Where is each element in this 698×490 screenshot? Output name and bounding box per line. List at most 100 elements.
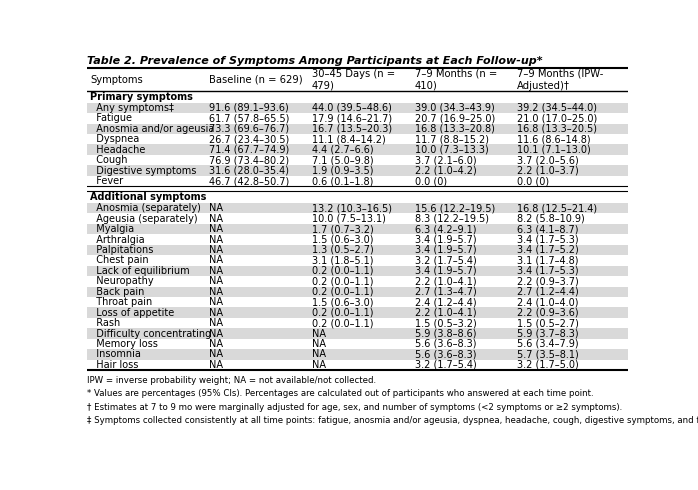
Text: Throat pain: Throat pain <box>90 297 152 307</box>
Bar <box>412 297 514 307</box>
Bar <box>309 266 412 276</box>
Text: NA: NA <box>209 360 223 370</box>
Text: * Values are percentages (95% CIs). Percentages are calculated out of participan: * Values are percentages (95% CIs). Perc… <box>87 390 594 398</box>
Text: 17.9 (14.6–21.7): 17.9 (14.6–21.7) <box>312 113 392 123</box>
Bar <box>87 68 207 91</box>
Text: NA: NA <box>209 308 223 318</box>
Text: 13.2 (10.3–16.5): 13.2 (10.3–16.5) <box>312 203 392 213</box>
Text: 1.9 (0.9–3.5): 1.9 (0.9–3.5) <box>312 166 373 175</box>
Text: 39.0 (34.3–43.9): 39.0 (34.3–43.9) <box>415 103 494 113</box>
Bar <box>514 307 628 318</box>
Bar <box>207 91 309 103</box>
Bar <box>514 339 628 349</box>
Text: 1.5 (0.5–2.7): 1.5 (0.5–2.7) <box>517 318 579 328</box>
Text: 6.3 (4.1–8.7): 6.3 (4.1–8.7) <box>517 224 579 234</box>
Bar <box>207 349 309 360</box>
Bar <box>207 328 309 339</box>
Text: 6.3 (4.2–9.1): 6.3 (4.2–9.1) <box>415 224 476 234</box>
Bar <box>207 339 309 349</box>
Bar <box>514 234 628 245</box>
Bar <box>514 155 628 165</box>
Bar <box>207 360 309 370</box>
Text: 2.4 (1.2–4.4): 2.4 (1.2–4.4) <box>415 297 476 307</box>
Bar <box>87 287 207 297</box>
Text: NA: NA <box>209 224 223 234</box>
Bar <box>87 123 207 134</box>
Text: Primary symptoms: Primary symptoms <box>90 92 193 102</box>
Bar <box>87 328 207 339</box>
Text: 3.4 (1.7–5.3): 3.4 (1.7–5.3) <box>517 266 579 276</box>
Text: NA: NA <box>312 339 326 349</box>
Bar <box>514 123 628 134</box>
Text: 5.6 (3.6–8.3): 5.6 (3.6–8.3) <box>415 339 476 349</box>
Text: Dyspnea: Dyspnea <box>90 134 139 144</box>
Text: 2.4 (1.0–4.0): 2.4 (1.0–4.0) <box>517 297 579 307</box>
Bar <box>207 307 309 318</box>
Text: Fever: Fever <box>90 176 123 186</box>
Bar <box>309 214 412 224</box>
Bar <box>412 176 514 186</box>
Bar <box>207 203 309 214</box>
Text: 3.4 (1.9–5.7): 3.4 (1.9–5.7) <box>415 235 476 245</box>
Text: NA: NA <box>209 266 223 276</box>
Bar <box>412 91 514 103</box>
Text: 8.3 (12.2–19.5): 8.3 (12.2–19.5) <box>415 214 489 223</box>
Text: NA: NA <box>312 349 326 359</box>
Text: NA: NA <box>209 349 223 359</box>
Bar <box>412 103 514 113</box>
Bar <box>412 224 514 234</box>
Text: 5.6 (3.4–7.9): 5.6 (3.4–7.9) <box>517 339 579 349</box>
Bar <box>207 155 309 165</box>
Text: 5.7 (3.5–8.1): 5.7 (3.5–8.1) <box>517 349 579 359</box>
Bar <box>87 318 207 328</box>
Text: NA: NA <box>209 276 223 286</box>
Text: 0.2 (0.0–1.1): 0.2 (0.0–1.1) <box>312 266 373 276</box>
Bar <box>309 328 412 339</box>
Text: 0.2 (0.0–1.1): 0.2 (0.0–1.1) <box>312 287 373 297</box>
Bar <box>412 255 514 266</box>
Bar <box>207 287 309 297</box>
Text: 2.7 (1.3–4.7): 2.7 (1.3–4.7) <box>415 287 476 297</box>
Bar <box>87 224 207 234</box>
Text: 8.2 (5.8–10.9): 8.2 (5.8–10.9) <box>517 214 585 223</box>
Bar <box>514 214 628 224</box>
Text: 76.9 (73.4–80.2): 76.9 (73.4–80.2) <box>209 155 289 165</box>
Text: 2.2 (1.0–4.1): 2.2 (1.0–4.1) <box>415 308 476 318</box>
Bar <box>514 134 628 145</box>
Text: 1.5 (0.5–3.2): 1.5 (0.5–3.2) <box>415 318 476 328</box>
Bar <box>412 307 514 318</box>
Text: 61.7 (57.8–65.5): 61.7 (57.8–65.5) <box>209 113 290 123</box>
Bar <box>207 234 309 245</box>
Bar <box>87 192 207 203</box>
Text: 2.2 (0.9–3.6): 2.2 (0.9–3.6) <box>517 308 579 318</box>
Bar <box>87 155 207 165</box>
Text: 10.1 (7.1–13.0): 10.1 (7.1–13.0) <box>517 145 591 155</box>
Bar <box>514 276 628 287</box>
Bar <box>412 328 514 339</box>
Bar <box>309 287 412 297</box>
Text: 0.2 (0.0–1.1): 0.2 (0.0–1.1) <box>312 318 373 328</box>
Text: NA: NA <box>209 339 223 349</box>
Bar <box>87 297 207 307</box>
Bar <box>412 113 514 123</box>
Bar <box>412 68 514 91</box>
Bar <box>207 318 309 328</box>
Bar <box>514 266 628 276</box>
Bar <box>309 91 412 103</box>
Bar <box>514 255 628 266</box>
Text: NA: NA <box>312 360 326 370</box>
Bar <box>412 145 514 155</box>
Bar <box>514 318 628 328</box>
Text: Ageusia (separately): Ageusia (separately) <box>90 214 198 223</box>
Bar <box>309 134 412 145</box>
Bar <box>87 134 207 145</box>
Text: 2.2 (0.9–3.7): 2.2 (0.9–3.7) <box>517 276 579 286</box>
Text: 0.0 (0): 0.0 (0) <box>415 176 447 186</box>
Text: Lack of equilibrium: Lack of equilibrium <box>90 266 190 276</box>
Text: 3.7 (2.0–5.6): 3.7 (2.0–5.6) <box>517 155 579 165</box>
Bar <box>514 68 628 91</box>
Text: 0.0 (0): 0.0 (0) <box>517 176 549 186</box>
Bar <box>412 192 514 203</box>
Text: Any symptoms‡: Any symptoms‡ <box>90 103 174 113</box>
Text: 3.4 (1.9–5.7): 3.4 (1.9–5.7) <box>415 266 476 276</box>
